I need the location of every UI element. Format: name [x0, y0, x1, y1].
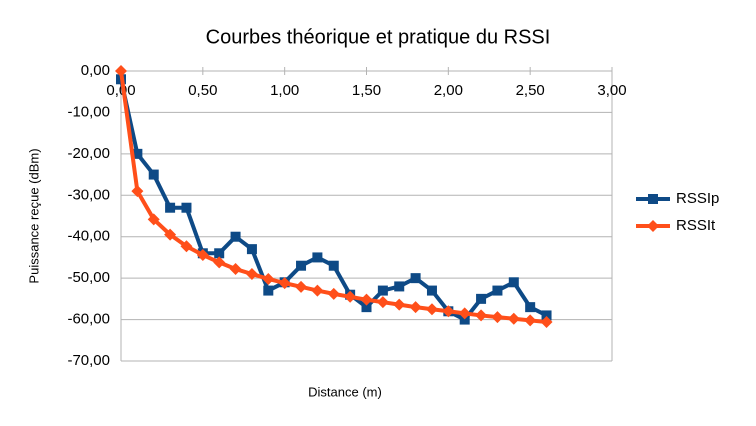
marker — [508, 277, 519, 288]
marker — [214, 248, 225, 259]
marker — [132, 148, 143, 159]
y-tick-label: -50,00 — [67, 269, 110, 286]
marker — [148, 169, 159, 180]
y-tick-label: -60,00 — [67, 311, 110, 328]
y-tick-label: -40,00 — [67, 228, 110, 245]
marker — [180, 240, 193, 253]
marker — [524, 314, 537, 327]
marker — [361, 302, 372, 313]
marker — [492, 285, 503, 296]
marker — [165, 202, 176, 213]
x-tick-label: 2,00 — [434, 82, 463, 99]
marker — [394, 281, 405, 292]
legend-marker — [647, 220, 659, 232]
marker — [377, 285, 388, 296]
marker — [295, 280, 308, 293]
marker — [327, 287, 340, 300]
marker — [312, 252, 323, 263]
marker — [442, 305, 455, 318]
marker — [263, 285, 274, 296]
y-axis-label: Puissance reçue (dBm) — [26, 148, 41, 283]
y-tick-label: -10,00 — [67, 103, 110, 120]
marker — [296, 260, 307, 271]
marker — [476, 293, 487, 304]
y-tick-label: -20,00 — [67, 145, 110, 162]
x-tick-label: 1,50 — [352, 82, 381, 99]
marker — [181, 202, 192, 213]
x-tick-label: 0,00 — [106, 82, 135, 99]
marker — [426, 285, 437, 296]
marker — [409, 301, 422, 314]
marker — [458, 307, 471, 320]
marker — [213, 256, 226, 269]
marker — [459, 314, 470, 325]
chart-title: Courbes théorique et pratique du RSSI — [206, 26, 551, 48]
x-tick-label: 2,50 — [516, 82, 545, 99]
y-tick-label: -70,00 — [67, 352, 110, 369]
y-tick-label: 0,00 — [81, 62, 110, 79]
marker — [475, 309, 488, 322]
x-tick-label: 0,50 — [188, 82, 217, 99]
marker — [115, 65, 127, 77]
marker — [540, 316, 553, 329]
marker — [311, 284, 324, 297]
marker — [376, 296, 389, 309]
marker — [246, 244, 257, 255]
marker — [328, 260, 339, 271]
marker — [410, 273, 421, 284]
marker — [393, 298, 406, 311]
marker — [164, 228, 177, 241]
y-tick-label: -30,00 — [67, 186, 110, 203]
marker — [131, 185, 144, 198]
marker — [278, 277, 291, 290]
marker — [525, 302, 536, 313]
x-axis-label: Distance (m) — [308, 384, 382, 399]
legend-label: RSSIp — [676, 190, 719, 207]
marker — [245, 268, 258, 280]
marker — [425, 303, 438, 316]
marker — [262, 272, 275, 285]
marker — [230, 231, 241, 242]
marker — [196, 248, 209, 261]
x-tick-label: 3,00 — [597, 82, 626, 99]
x-tick-label: 1,00 — [270, 82, 299, 99]
marker — [344, 290, 357, 303]
marker — [541, 310, 552, 321]
marker — [229, 263, 242, 276]
marker — [507, 312, 520, 325]
marker — [491, 311, 504, 324]
legend-label: RSSIt — [676, 217, 716, 234]
marker — [360, 293, 373, 306]
legend-marker — [648, 194, 658, 204]
marker — [147, 213, 160, 226]
